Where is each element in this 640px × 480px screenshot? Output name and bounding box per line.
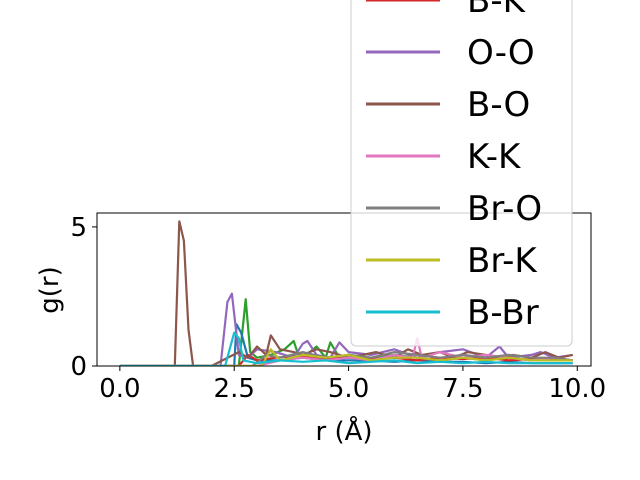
y-axis-ticks: 05 [70, 213, 97, 382]
legend-entry: O-O [467, 33, 535, 73]
x-axis-label: r (Å) [315, 415, 372, 447]
x-tick-label: 7.5 [442, 374, 483, 404]
legend-entry: K-K [467, 137, 522, 177]
legend-entry: Br-K [467, 241, 538, 281]
legend-entry: B-K [467, 0, 527, 21]
legend-entry: B-Br [467, 293, 539, 333]
x-tick-label: 0.0 [99, 374, 140, 404]
series-line-br-k [119, 348, 573, 366]
axes-frame [96, 212, 592, 367]
x-axis-ticks: 0.0 2.5 5.0 7.5 10.0 [99, 366, 606, 404]
x-tick-label: 5.0 [328, 374, 369, 404]
x-tick-label: 10.0 [548, 374, 606, 404]
series-line-br-o [119, 351, 573, 366]
y-tick-label: 5 [70, 213, 87, 243]
y-tick-label: 0 [70, 352, 87, 382]
series-layer [119, 220, 573, 366]
legend: B-K O-O B-O K-K Br-O Br-K B-Br [350, 0, 573, 347]
legend-entry: B-O [467, 85, 530, 125]
series-line-b-br [119, 331, 573, 366]
legend-entry: Br-O [467, 189, 542, 229]
y-axis-label: g(r) [35, 266, 65, 313]
x-tick-label: 2.5 [214, 374, 255, 404]
